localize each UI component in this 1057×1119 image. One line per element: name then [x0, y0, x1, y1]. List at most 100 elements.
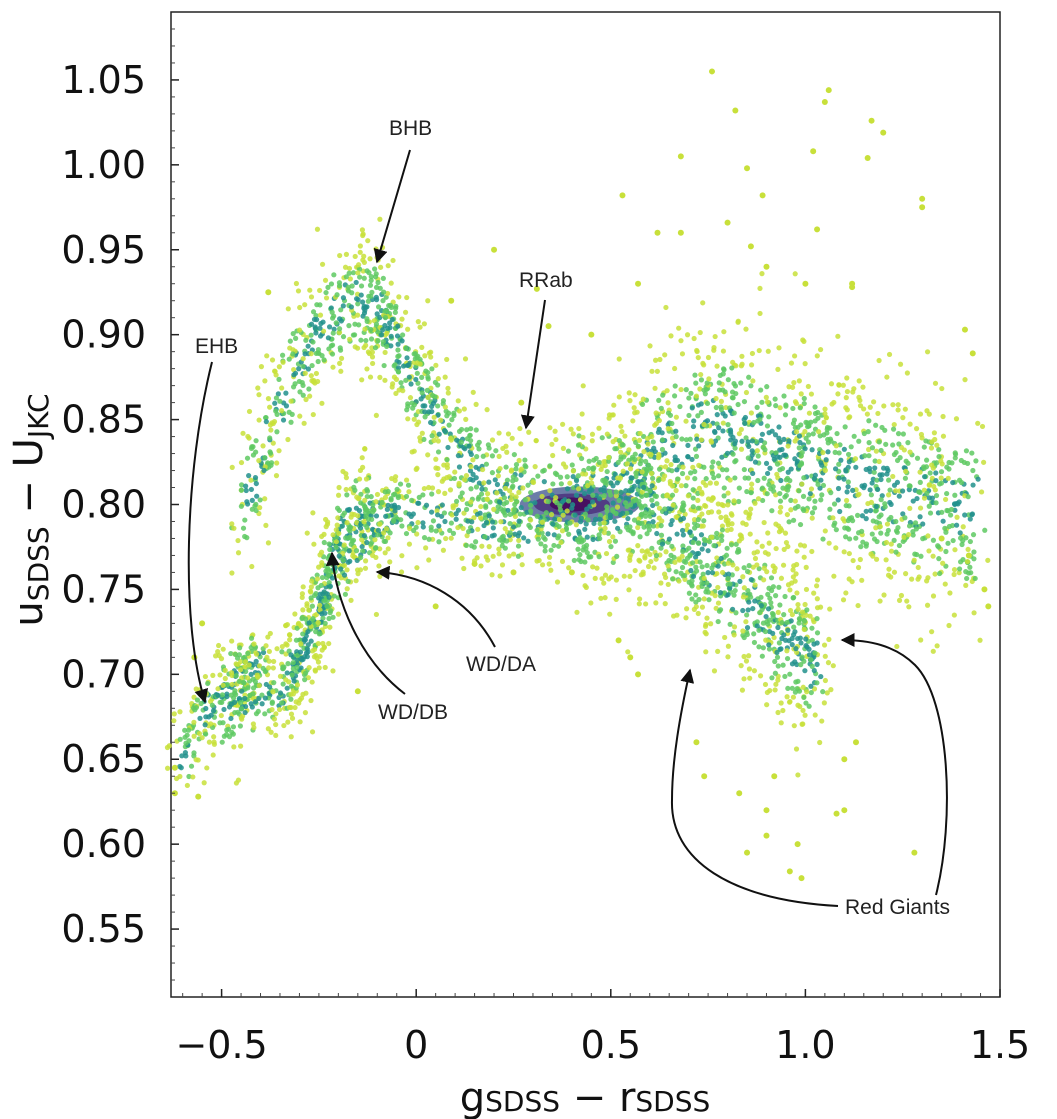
data-point: [765, 591, 771, 597]
data-point: [835, 391, 841, 397]
data-point: [903, 571, 909, 577]
data-point: [761, 577, 767, 583]
data-point: [558, 481, 564, 487]
data-point: [570, 431, 576, 437]
data-point: [239, 688, 245, 694]
data-point: [284, 670, 290, 676]
data-point: [672, 559, 678, 565]
data-point: [917, 505, 924, 511]
data-point: [605, 530, 612, 536]
data-point: [849, 579, 855, 585]
data-point: [653, 600, 659, 606]
data-point: [867, 487, 873, 493]
data-point: [331, 326, 337, 332]
data-point: [193, 757, 199, 763]
outlier-point: [981, 586, 988, 593]
data-point: [489, 519, 496, 525]
data-point: [669, 483, 676, 489]
data-point: [453, 498, 460, 504]
data-point: [680, 464, 686, 470]
data-point: [639, 489, 645, 495]
data-point: [256, 392, 262, 398]
data-point: [659, 430, 665, 436]
data-point: [724, 450, 731, 456]
data-point: [499, 562, 506, 568]
data-point: [775, 609, 781, 615]
data-point: [316, 564, 322, 570]
data-point: [431, 437, 437, 444]
data-point: [300, 631, 306, 637]
data-point: [335, 515, 341, 521]
data-point: [392, 508, 398, 514]
data-point: [475, 496, 481, 502]
data-point: [809, 625, 815, 631]
data-point: [395, 369, 402, 375]
data-point: [299, 379, 305, 386]
data-point: [765, 606, 772, 612]
data-point: [788, 507, 794, 513]
data-point: [900, 415, 906, 421]
data-point: [800, 493, 807, 499]
data-point: [836, 475, 842, 481]
data-point: [843, 590, 849, 596]
data-point: [770, 630, 776, 636]
data-point: [354, 520, 360, 526]
data-point: [583, 542, 590, 548]
data-point: [369, 552, 376, 558]
data-point: [647, 488, 653, 494]
data-point: [309, 578, 315, 584]
data-point: [319, 647, 325, 653]
data-point: [333, 539, 339, 545]
data-point: [194, 697, 201, 703]
outlier-point: [965, 552, 972, 559]
data-point: [780, 707, 786, 714]
data-point: [279, 643, 285, 650]
data-point: [809, 447, 815, 453]
data-point: [720, 467, 726, 473]
outlier-point: [880, 129, 887, 136]
data-point: [781, 632, 787, 638]
data-point: [356, 476, 363, 482]
data-point: [262, 695, 268, 701]
data-point: [670, 502, 676, 508]
data-point: [298, 641, 304, 647]
outlier-point: [654, 229, 661, 236]
data-point: [904, 370, 910, 376]
data-point: [564, 474, 570, 480]
data-point: [631, 405, 637, 411]
data-point: [475, 526, 481, 532]
data-point: [690, 560, 696, 566]
data-point: [589, 431, 596, 437]
data-point: [388, 333, 394, 339]
data-point: [780, 485, 786, 491]
data-point: [970, 467, 976, 474]
data-point: [715, 618, 721, 625]
data-point: [602, 525, 608, 531]
data-point: [650, 439, 656, 445]
data-point: [769, 508, 775, 514]
data-point: [648, 470, 655, 477]
data-point: [560, 512, 566, 518]
data-point: [240, 430, 246, 436]
data-point: [470, 457, 476, 463]
data-point: [757, 610, 763, 616]
data-point: [684, 606, 690, 612]
data-point: [560, 421, 566, 427]
data-point: [910, 532, 916, 538]
data-point: [486, 479, 492, 485]
data-point: [715, 600, 722, 606]
data-point: [365, 516, 372, 522]
data-point: [814, 680, 820, 686]
data-point: [416, 494, 422, 500]
data-point: [883, 539, 890, 546]
data-point: [629, 486, 635, 492]
data-point: [526, 429, 532, 435]
data-point: [315, 640, 321, 647]
data-point: [589, 438, 595, 444]
data-point: [787, 671, 793, 677]
data-point: [231, 525, 237, 531]
data-point: [283, 641, 289, 647]
data-point: [730, 562, 736, 568]
data-point: [243, 483, 249, 489]
data-point: [425, 394, 431, 400]
